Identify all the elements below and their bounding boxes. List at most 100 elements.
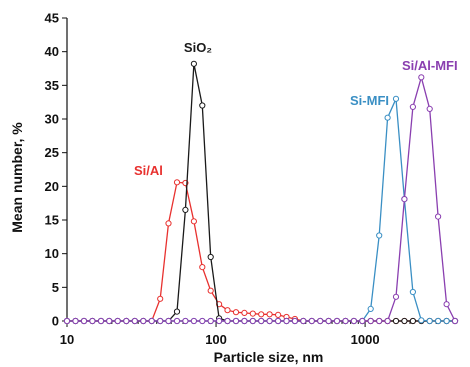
data-point [165, 220, 172, 227]
x-axis-title: Particle size, nm [214, 349, 324, 365]
plot-frame [66, 18, 458, 322]
y-tick-label: 40 [45, 44, 59, 59]
data-point [207, 253, 214, 261]
data-point [140, 317, 147, 325]
data-point [207, 287, 214, 294]
data-point [224, 307, 231, 314]
data-point [190, 218, 197, 225]
data-point [207, 317, 214, 325]
data-point [80, 317, 88, 325]
data-point [426, 105, 433, 113]
data-point [384, 317, 391, 325]
data-point [72, 317, 79, 325]
data-point [359, 317, 366, 325]
y-tick-label: 5 [52, 280, 59, 295]
y-tick-label: 25 [45, 145, 59, 160]
data-point [443, 317, 450, 325]
data-point [241, 309, 248, 316]
series-si-al [63, 179, 459, 325]
series-label: Si/Al-MFI [402, 58, 458, 73]
data-point [89, 317, 96, 325]
data-point [426, 317, 433, 325]
data-point [275, 311, 282, 318]
series-layer [63, 60, 459, 325]
data-point [266, 317, 273, 325]
series-si-al-mfi [63, 74, 459, 325]
data-point [131, 317, 138, 325]
data-point [63, 317, 71, 325]
data-point [232, 309, 240, 316]
data-point [367, 317, 374, 325]
data-point [435, 213, 442, 220]
y-tick-label: 45 [45, 11, 59, 26]
data-point [451, 317, 459, 325]
data-point [224, 317, 231, 325]
data-point [157, 295, 164, 302]
data-point [342, 317, 349, 325]
data-point [317, 317, 324, 325]
data-point [401, 317, 408, 325]
data-point [325, 317, 332, 325]
x-tick-label: 10 [60, 332, 74, 347]
y-tick-label: 0 [52, 314, 59, 329]
data-point [165, 317, 172, 325]
data-point [308, 317, 315, 325]
data-point [249, 317, 256, 325]
data-point [384, 114, 391, 121]
data-point [409, 288, 416, 296]
data-point [300, 317, 307, 325]
data-point [173, 179, 181, 186]
data-point [157, 317, 164, 325]
data-point [392, 317, 400, 325]
data-point [333, 317, 341, 325]
y-tick-label: 30 [45, 112, 59, 127]
data-point [258, 317, 265, 325]
data-point [182, 206, 189, 213]
data-point [409, 103, 416, 111]
data-point [190, 317, 197, 325]
data-point [376, 232, 383, 239]
series-si-mfi [63, 95, 459, 325]
series-label: SiO₂ [184, 40, 212, 55]
data-point [190, 60, 197, 67]
x-tick-label: 100 [205, 332, 227, 347]
data-point [249, 310, 256, 317]
y-tick-label: 35 [45, 78, 59, 93]
y-axis-ticks: 0 5 10 15 20 25 30 35 40 45 [45, 11, 67, 329]
series-sio [63, 60, 459, 325]
data-point [199, 102, 206, 109]
data-point [350, 317, 357, 325]
data-point [123, 317, 130, 325]
series-labels: Si/Al SiO₂ Si-MFI Si/Al-MFI [134, 40, 458, 178]
data-point [232, 317, 240, 325]
data-point [418, 317, 425, 324]
y-tick-label: 15 [45, 213, 59, 228]
data-point [182, 317, 189, 325]
data-point [392, 293, 400, 300]
data-point [418, 74, 425, 81]
data-point [199, 317, 206, 325]
data-point [291, 317, 298, 325]
x-tick-label: 1000 [351, 332, 380, 347]
data-point [443, 301, 450, 308]
data-point [409, 317, 416, 325]
series-label: Si-MFI [350, 93, 389, 108]
data-point [258, 311, 265, 318]
series-line [67, 181, 455, 322]
data-point [148, 317, 155, 325]
data-point [173, 308, 181, 315]
y-tick-label: 20 [45, 179, 59, 194]
data-point [275, 317, 282, 325]
data-point [435, 317, 442, 325]
data-point [173, 317, 181, 325]
series-label: Si/Al [134, 163, 163, 178]
y-tick-label: 10 [45, 246, 59, 261]
data-point [114, 317, 121, 325]
data-point [241, 317, 248, 325]
data-point [392, 95, 400, 102]
data-point [199, 264, 206, 271]
y-axis-title: Mean number, % [9, 122, 25, 233]
data-point [367, 305, 374, 312]
x-axis-ticks: 10 100 1000 [60, 321, 456, 347]
